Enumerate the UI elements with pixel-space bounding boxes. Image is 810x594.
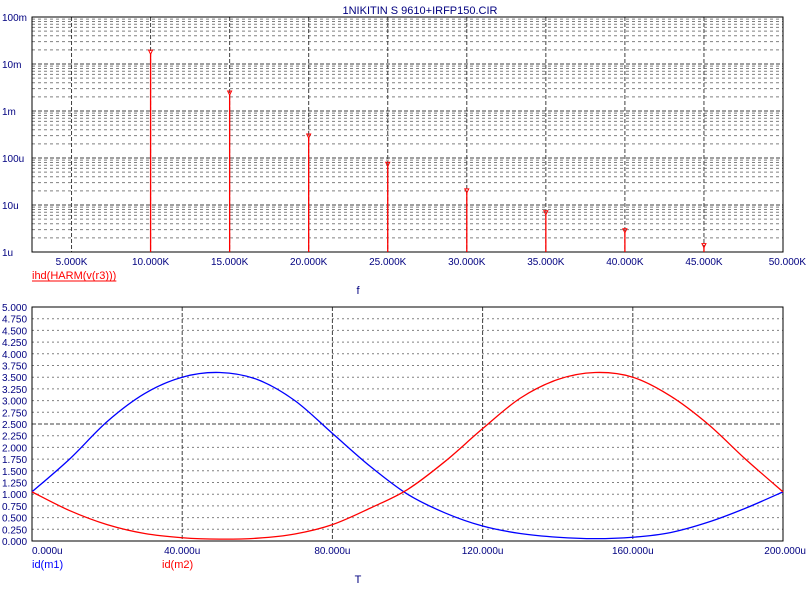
legend-entry: id(m1)	[32, 559, 63, 571]
y-tick-label: 4.000	[2, 350, 27, 361]
y-tick-label: 5.000	[2, 303, 27, 314]
y-tick-label: 2.000	[2, 443, 27, 454]
y-tick-label: 0.750	[2, 502, 27, 513]
y-tick-label: 4.750	[2, 315, 27, 326]
y-tick-label: 0.000	[2, 537, 27, 548]
y-tick-label: 100u	[2, 154, 24, 165]
y-tick-label: 1.250	[2, 479, 27, 490]
y-tick-label: 1m	[2, 107, 16, 118]
x-tick-label: 50.000K	[769, 257, 807, 268]
y-tick-label: 0.500	[2, 514, 27, 525]
harmonic-marker	[701, 243, 707, 249]
series-line-id-m2-	[31, 371, 784, 540]
x-tick-label: 25.000K	[369, 257, 407, 268]
y-tick-label: 10u	[2, 201, 19, 212]
x-axis-label: f	[356, 285, 360, 297]
y-tick-label: 2.500	[2, 420, 27, 431]
legend-entry: ihd(HARM(v(r3)))	[32, 270, 116, 282]
x-tick-label: 40.000K	[606, 257, 644, 268]
x-tick-label: 35.000K	[527, 257, 565, 268]
x-tick-label: 30.000K	[448, 257, 486, 268]
y-tick-label: 4.250	[2, 338, 27, 349]
y-tick-label: 1.000	[2, 490, 27, 501]
plot-frame	[31, 306, 784, 542]
x-tick-label: 0.000u	[32, 546, 63, 557]
y-tick-label: 2.750	[2, 408, 27, 419]
y-tick-label: 3.250	[2, 385, 27, 396]
harmonic-marker	[463, 188, 470, 195]
legend-entry: id(m2)	[162, 559, 193, 571]
spectrum-chart: 1u 10u 100u 1m 10m 100m 5.000K 10.000K 15.000K 20…	[2, 13, 806, 297]
plot-frame	[31, 16, 784, 253]
x-tick-label: 10.000K	[132, 257, 170, 268]
x-tick-label: 45.000K	[685, 257, 723, 268]
chart-title: 1NIKITIN S 9610+IRFP150.CIR	[343, 5, 498, 17]
harmonic-marker	[226, 90, 233, 97]
x-axis-label: T	[355, 574, 362, 586]
y-tick-label: 10m	[2, 60, 21, 71]
harmonic-marker	[147, 49, 154, 56]
harmonic-marker	[543, 210, 549, 216]
x-tick-label: 15.000K	[211, 257, 249, 268]
y-tick-label: 1.500	[2, 467, 27, 478]
x-tick-label: 5.000K	[56, 257, 88, 268]
y-tick-label: 0.250	[2, 525, 27, 536]
y-tick-label: 4.500	[2, 326, 27, 337]
x-tick-label: 40.000u	[164, 546, 200, 557]
harmonic-marker	[384, 161, 391, 168]
harmonic-marker	[305, 133, 312, 140]
x-tick-label: 120.000u	[462, 546, 504, 557]
y-tick-label: 3.750	[2, 362, 27, 373]
y-tick-label: 1.750	[2, 455, 27, 466]
y-tick-label: 3.000	[2, 397, 27, 408]
y-tick-label: 100m	[2, 13, 27, 24]
x-tick-label: 200.000u	[764, 546, 806, 557]
x-tick-label: 160.000u	[612, 546, 654, 557]
y-tick-label: 2.250	[2, 432, 27, 443]
y-tick-label: 1u	[2, 248, 13, 259]
harmonic-marker	[622, 228, 628, 234]
series-line-id-m1-	[31, 371, 784, 540]
x-tick-label: 80.000u	[314, 546, 350, 557]
waveform-chart: 0.0000.2500.5000.7501.0001.2501.5001.750…	[2, 303, 806, 586]
x-tick-label: 20.000K	[290, 257, 328, 268]
y-tick-label: 3.500	[2, 373, 27, 384]
